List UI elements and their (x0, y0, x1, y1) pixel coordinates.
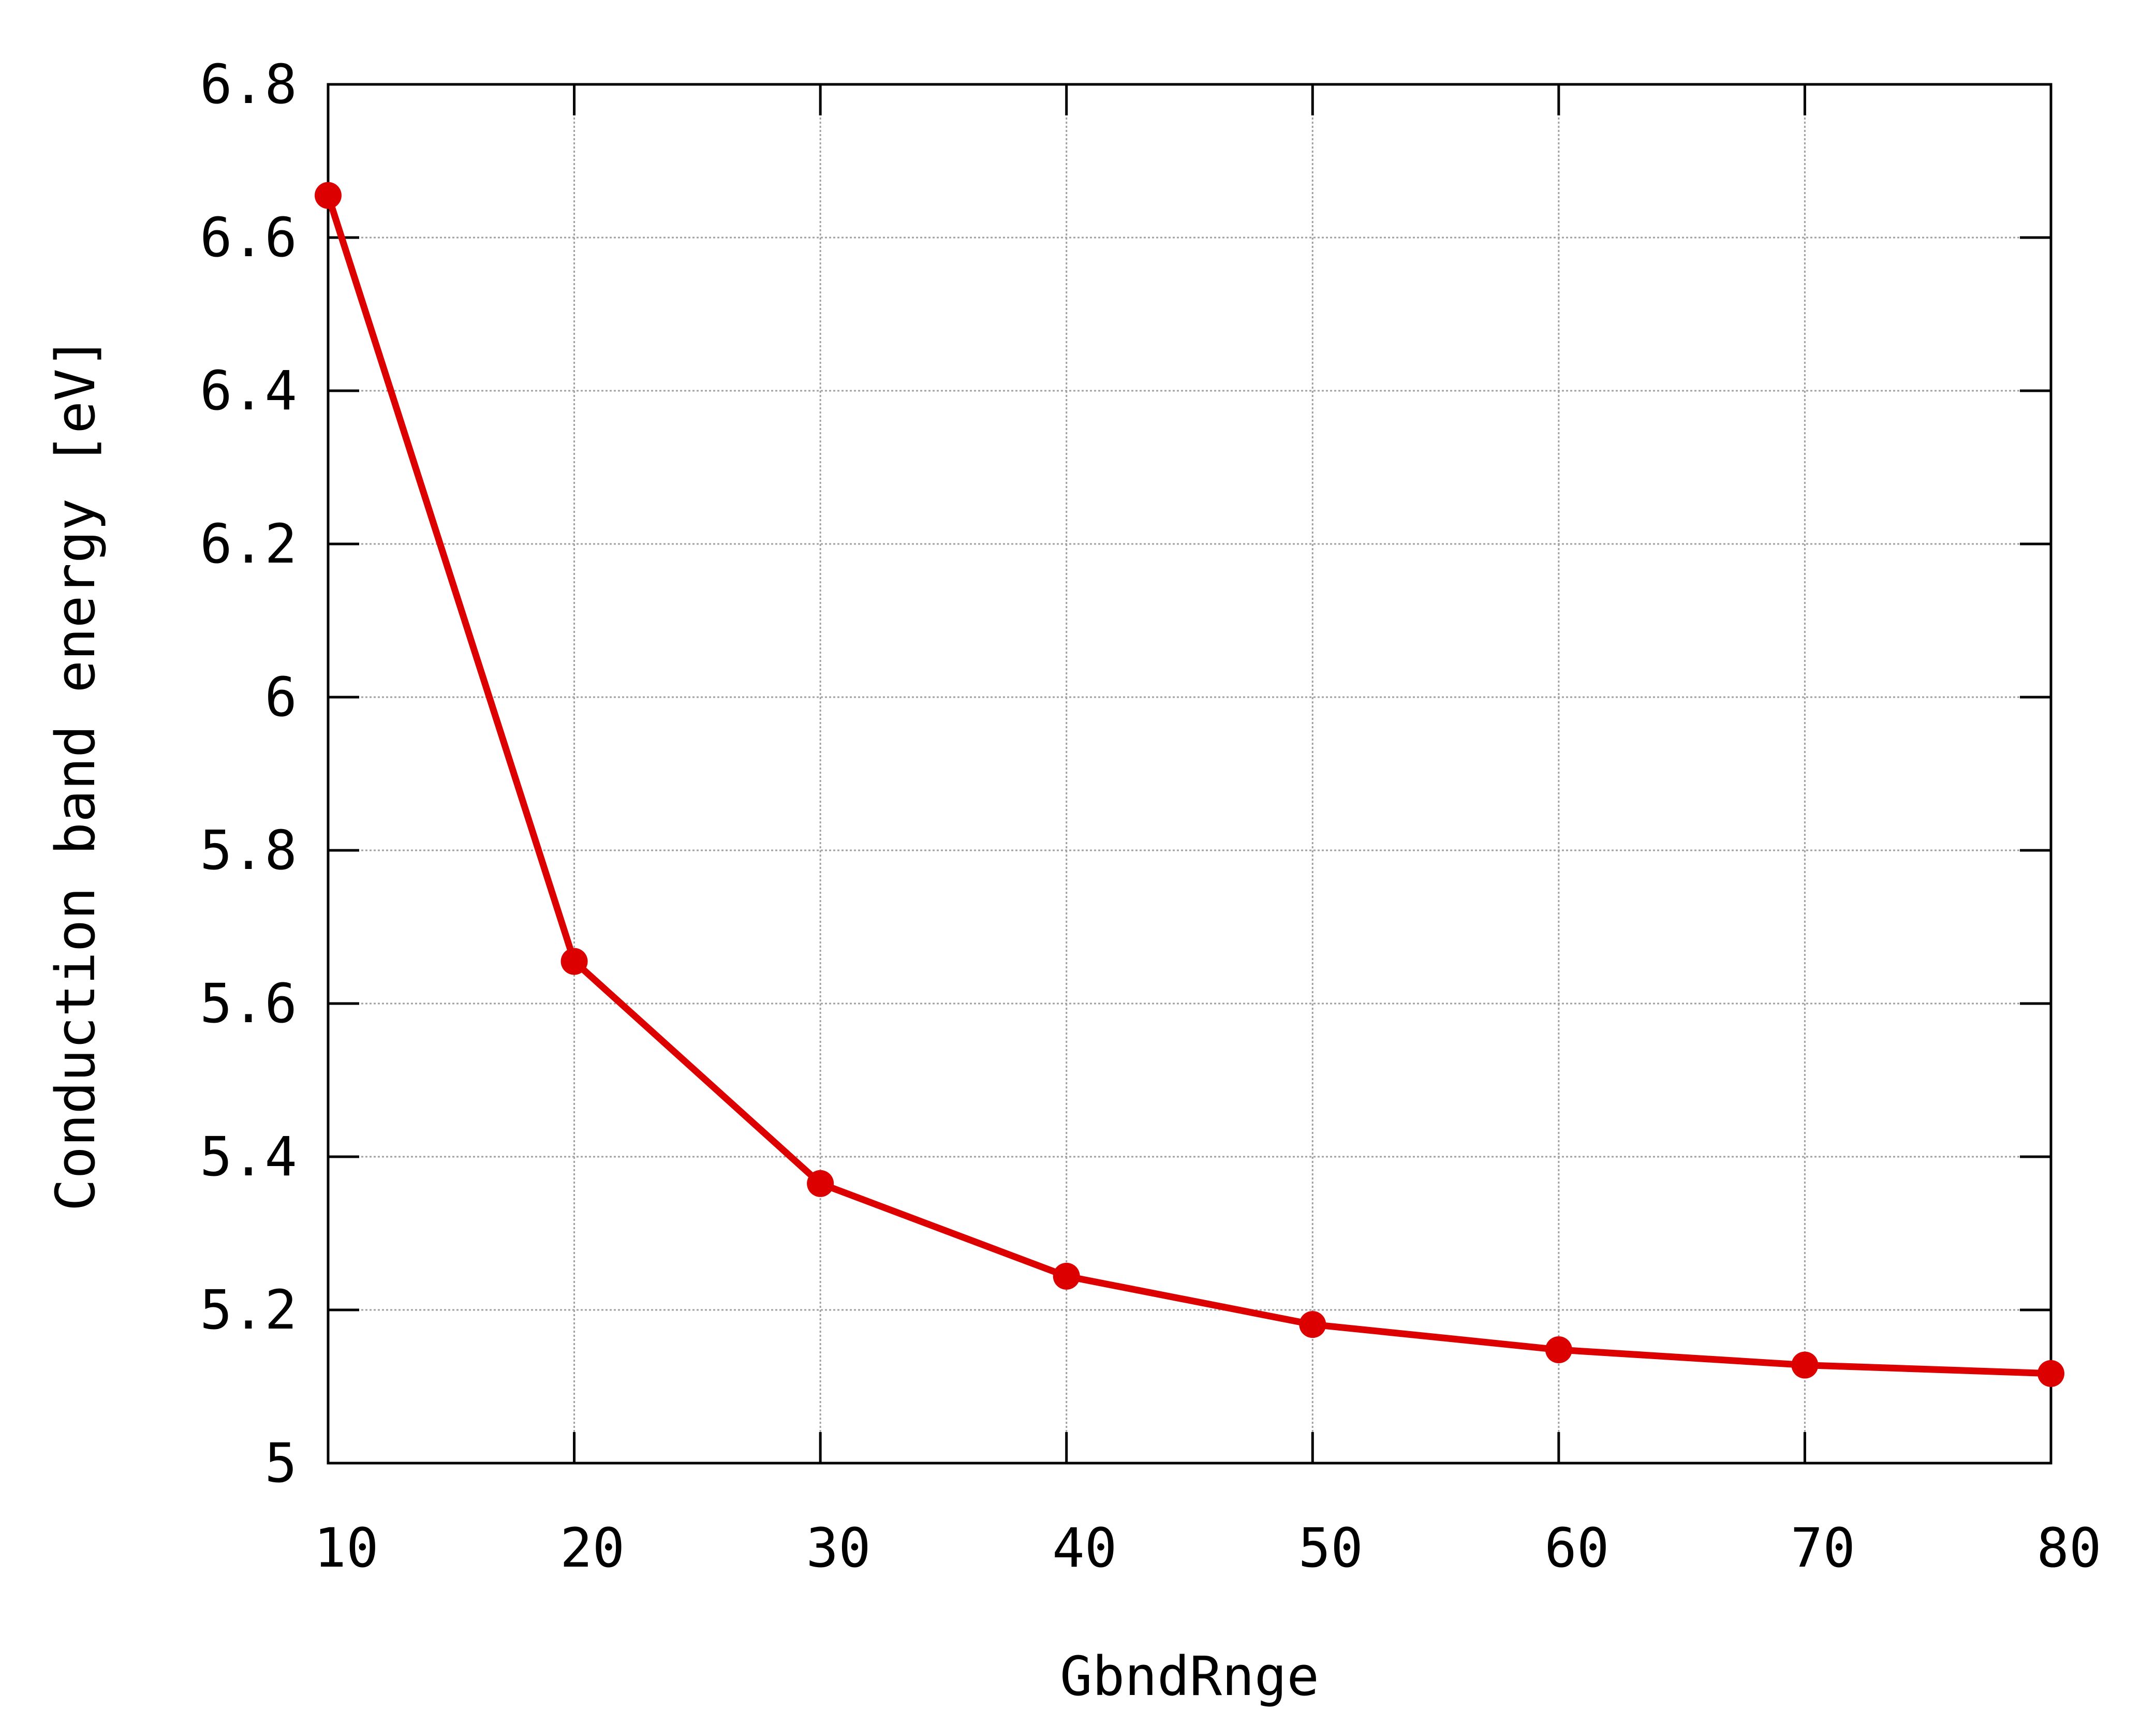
y-tick-label: 6 (264, 666, 297, 729)
x-tick-label: 80 (2036, 1516, 2101, 1580)
data-point (560, 948, 588, 975)
grid-lines (328, 84, 2051, 1463)
x-tick-label: 60 (1544, 1516, 1609, 1580)
y-tick-labels: 5 5.2 5.4 5.6 5.8 6 6.2 6.4 6.6 6.8 (200, 53, 297, 1495)
y-tick-label: 5.8 (200, 819, 297, 882)
x-axis-title: GbndRnge (1060, 1645, 1319, 1708)
y-tick-label: 5.2 (200, 1278, 297, 1341)
x-tick-label: 70 (1791, 1516, 1855, 1580)
data-point (807, 1170, 834, 1197)
x-tick-label: 10 (314, 1516, 378, 1580)
plot-frame (327, 83, 2052, 1465)
data-point (315, 182, 342, 209)
data-point (1545, 1336, 1572, 1363)
data-point (1053, 1262, 1080, 1290)
series-line (324, 192, 2055, 1377)
x-tick-label: 30 (806, 1516, 871, 1580)
x-tick-label: 40 (1052, 1516, 1117, 1580)
y-tick-label: 5.4 (200, 1125, 297, 1188)
y-tick-label: 6.2 (200, 512, 297, 576)
x-tick-labels: 10 20 30 40 50 60 70 80 (314, 1516, 2101, 1580)
data-point (2037, 1360, 2064, 1387)
data-point (1299, 1311, 1326, 1338)
x-tick-label: 20 (560, 1516, 625, 1580)
data-series (315, 182, 2064, 1387)
x-tick-label: 50 (1298, 1516, 1363, 1580)
data-point (1791, 1351, 1819, 1379)
y-tick-label: 5 (264, 1432, 297, 1495)
y-tick-label: 5.6 (200, 972, 297, 1035)
y-tick-label: 6.4 (200, 359, 297, 422)
y-axis-title: Conduction band energy [eV] (44, 336, 107, 1212)
y-tick-label: 6.8 (200, 53, 297, 116)
tick-marks (327, 83, 2052, 1465)
y-tick-label: 6.6 (200, 206, 297, 269)
